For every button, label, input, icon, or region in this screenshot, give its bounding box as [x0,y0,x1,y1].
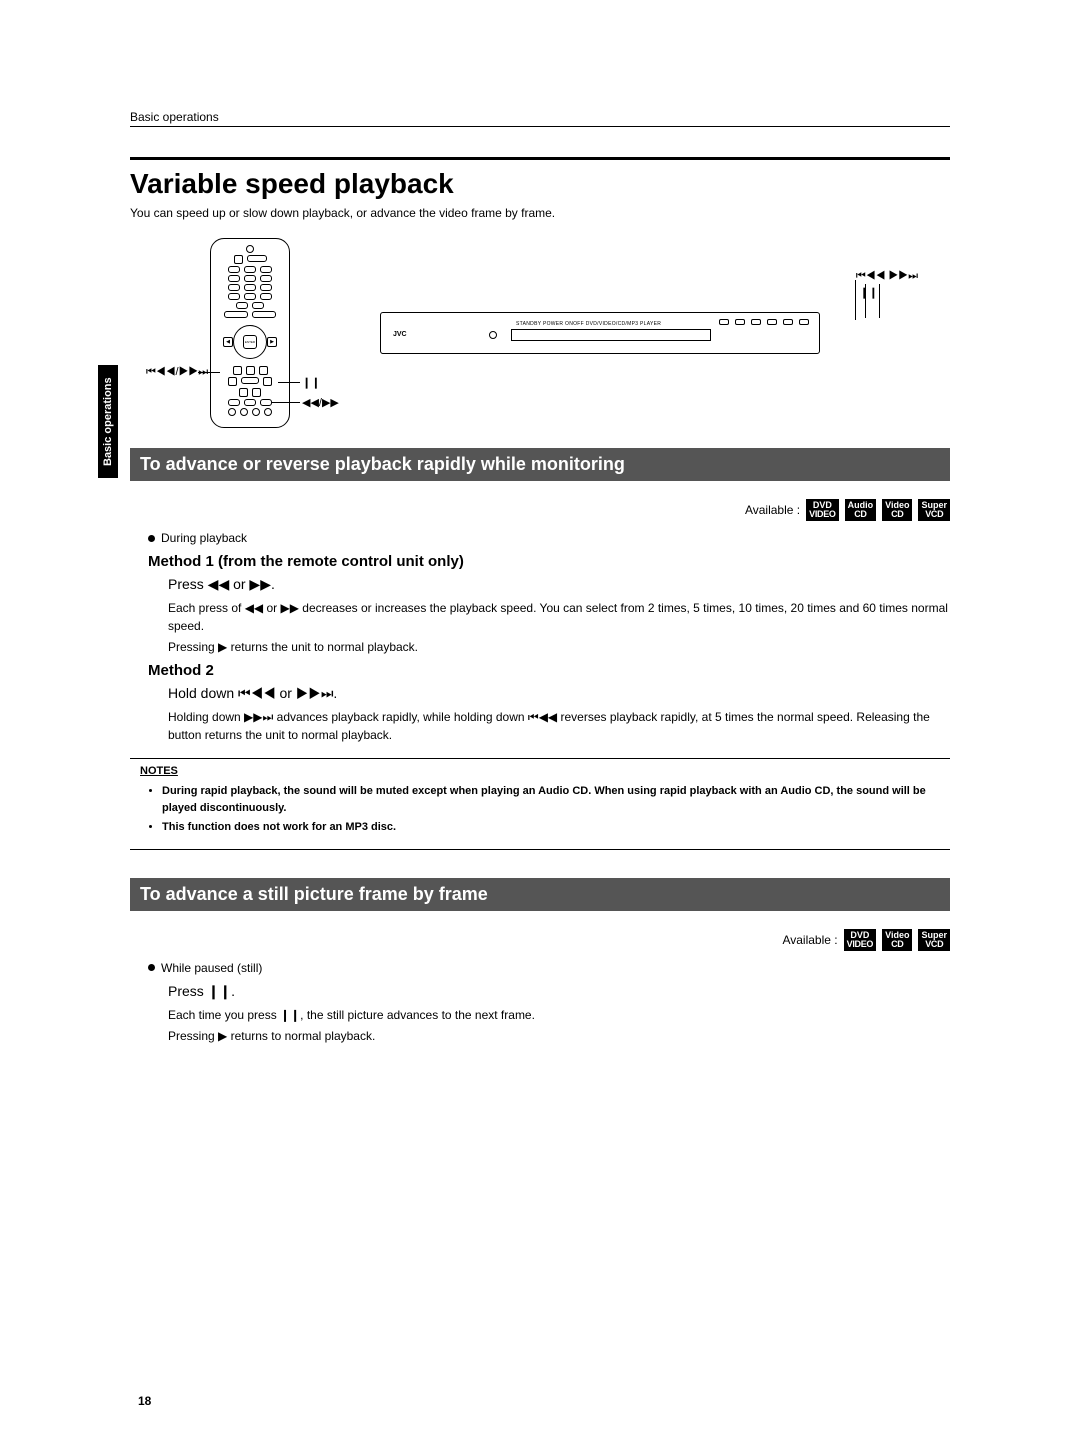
section2-body1: Each time you press ❙❙, the still pictur… [168,1006,950,1024]
player-callout-scan: ⏮◀◀ ▶▶⏭ [856,270,918,283]
player-logo: JVC [393,331,407,338]
player-label: STANDBY POWER ONOFF DVD/VIDEO/CD/MP3 PLA… [516,321,661,327]
section2-body2: Pressing ▶ returns to normal playback. [168,1027,950,1045]
section2-bar: To advance a still picture frame by fram… [130,878,950,911]
available-label: Available : [782,933,837,947]
badge-dvd-video: DVDVIDEO [806,499,839,521]
badge-audio-cd: AudioCD [845,499,877,521]
breadcrumb: Basic operations [130,110,950,127]
section1-bar: To advance or reverse playback rapidly w… [130,448,950,481]
player-diagram: ⏮◀◀ ▶▶⏭ ❙❙ JVC STANDBY POWER ONOFF DVD/V… [380,312,950,354]
method1-body2: Pressing ▶ returns the unit to normal pl… [168,638,950,656]
title-rule [130,157,950,160]
section2-available: Available : DVDVIDEO VideoCD SuperVCD [130,929,950,951]
remote-diagram: ⏮◀◀/▶▶⏭ ❙❙ ◀◀/▶▶ ENTER ◀ ▶ [210,238,290,428]
method1-heading: Method 1 (from the remote control unit o… [148,553,950,570]
method2-body: Holding down ▶▶⏭ advances playback rapid… [168,708,950,744]
diagram-row: ⏮◀◀/▶▶⏭ ❙❙ ◀◀/▶▶ ENTER ◀ ▶ [130,238,950,428]
badge-super-vcd: SuperVCD [918,499,950,521]
notes-title: NOTES [140,765,940,777]
section1-context: During playback [148,531,950,545]
badge-dvd-video: DVDVIDEO [844,929,877,951]
notes-box: NOTES During rapid playback, the sound w… [130,758,950,850]
remote-callout-scan: ◀◀/▶▶ [302,396,339,409]
method1-body1: Each press of ◀◀ or ▶▶ decreases or incr… [168,599,950,635]
dpad-enter: ENTER [243,335,257,349]
page-number: 18 [138,1394,151,1408]
method2-heading: Method 2 [148,662,950,679]
available-label: Available : [745,503,800,517]
player-callout-pause: ❙❙ [860,286,878,299]
section2-context: While paused (still) [148,961,950,975]
page-title: Variable speed playback [130,168,950,200]
section2-step: Press ❙❙. [168,983,950,1000]
method2-step: Hold down ⏮◀◀ or ▶▶⏭. [168,685,950,702]
section1-available: Available : DVDVIDEO AudioCD VideoCD Sup… [130,499,950,521]
side-tab: Basic operations [98,365,118,478]
intro-text: You can speed up or slow down playback, … [130,206,950,220]
badge-super-vcd: SuperVCD [918,929,950,951]
badge-video-cd: VideoCD [882,499,912,521]
player-body: JVC STANDBY POWER ONOFF DVD/VIDEO/CD/MP3… [380,312,820,354]
remote-body: ENTER ◀ ▶ [210,238,290,428]
note-item: This function does not work for an MP3 d… [162,819,940,836]
remote-callout-pause: ❙❙ [302,376,320,389]
note-item: During rapid playback, the sound will be… [162,783,940,816]
method1-step: Press ◀◀ or ▶▶. [168,576,950,593]
badge-video-cd: VideoCD [882,929,912,951]
